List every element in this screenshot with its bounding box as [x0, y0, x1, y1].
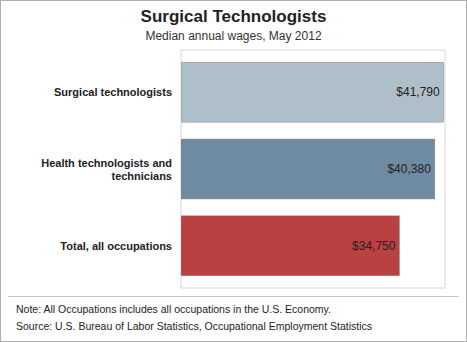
category-labels: Surgical technologists Health technologis…	[41, 86, 172, 252]
data-label: $41,790	[396, 85, 440, 99]
chart: Surgical Technologists Median annual wage…	[0, 0, 467, 342]
bar	[181, 62, 444, 122]
title: Surgical Technologists	[141, 7, 327, 26]
note: Note: All Occupations includes all occup…	[16, 303, 331, 315]
data-label: $40,380	[387, 162, 431, 176]
notes: Note: All Occupations includes all occup…	[16, 303, 372, 332]
outer-border	[1, 1, 467, 342]
plot-frame	[181, 50, 445, 288]
separator	[8, 296, 459, 297]
category-label: Total, all occupations	[60, 240, 172, 252]
data-label: $34,750	[352, 239, 396, 253]
note: Source: U.S. Bureau of Labor Statistics,…	[16, 320, 372, 332]
bar	[181, 216, 399, 276]
category-label: Surgical technologists	[54, 86, 172, 98]
bars	[181, 62, 444, 276]
data-labels: $41,790 $40,380 $34,750	[352, 85, 440, 253]
category-label: Health technologists andtechnicians	[41, 157, 172, 182]
subtitle: Median annual wages, May 2012	[145, 29, 321, 43]
bar	[181, 139, 435, 199]
